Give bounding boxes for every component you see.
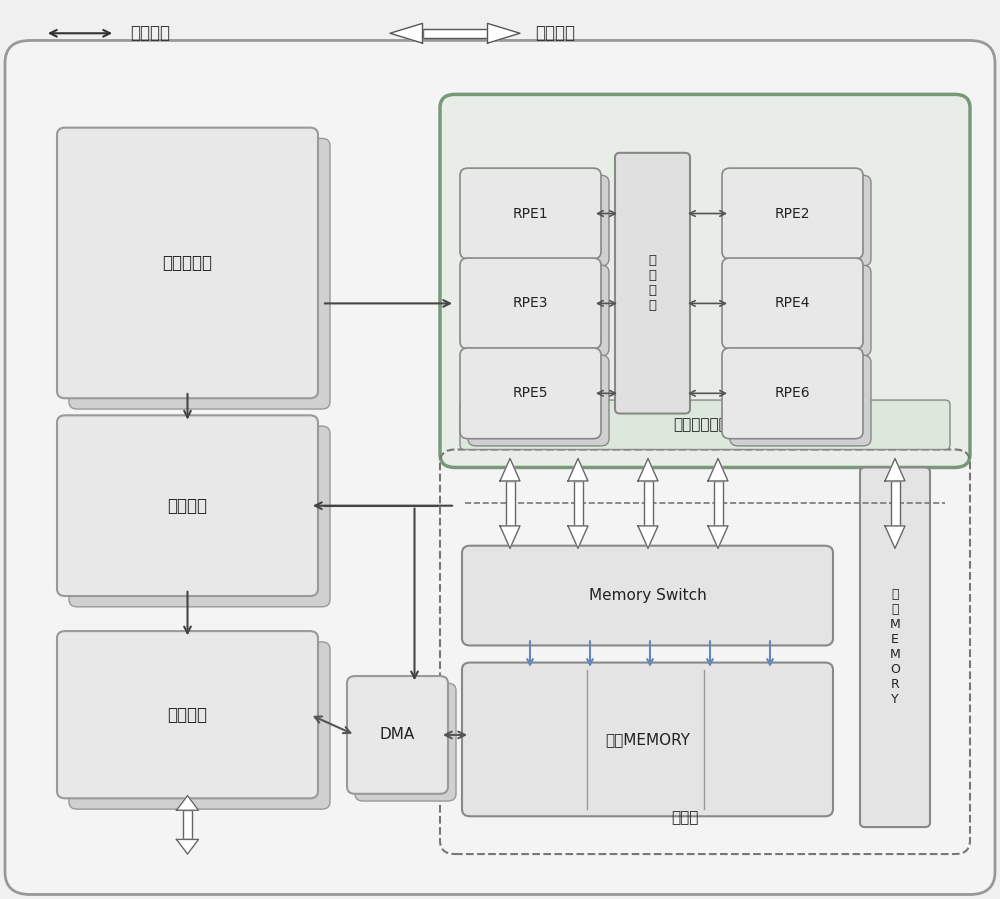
Polygon shape <box>176 796 198 810</box>
FancyBboxPatch shape <box>460 348 601 439</box>
FancyBboxPatch shape <box>69 426 330 607</box>
FancyBboxPatch shape <box>460 258 601 349</box>
FancyBboxPatch shape <box>69 138 330 409</box>
Text: RPE3: RPE3 <box>513 297 548 310</box>
Bar <box>574 481 582 526</box>
Bar <box>714 481 722 526</box>
Text: 数据MEMORY: 数据MEMORY <box>605 732 690 747</box>
Text: 系
数
M
E
M
O
R
Y: 系 数 M E M O R Y <box>890 588 900 707</box>
Text: 重构控制器: 重构控制器 <box>162 254 212 272</box>
Polygon shape <box>500 458 520 481</box>
FancyBboxPatch shape <box>347 676 448 794</box>
Polygon shape <box>885 526 905 548</box>
Polygon shape <box>708 458 728 481</box>
FancyBboxPatch shape <box>460 400 950 450</box>
FancyBboxPatch shape <box>730 265 871 356</box>
Text: 控制通路: 控制通路 <box>130 24 170 42</box>
Polygon shape <box>176 840 198 854</box>
FancyBboxPatch shape <box>468 175 609 266</box>
Polygon shape <box>638 458 658 481</box>
FancyBboxPatch shape <box>5 40 995 895</box>
FancyBboxPatch shape <box>462 546 833 645</box>
FancyBboxPatch shape <box>355 683 456 801</box>
FancyBboxPatch shape <box>57 128 318 398</box>
Polygon shape <box>500 526 520 548</box>
Polygon shape <box>488 23 520 43</box>
Text: RPE4: RPE4 <box>775 297 810 310</box>
Text: RPE1: RPE1 <box>513 207 548 220</box>
Bar <box>183 810 192 840</box>
Text: Memory Switch: Memory Switch <box>589 588 706 603</box>
Bar <box>422 29 488 38</box>
Bar <box>644 481 653 526</box>
FancyBboxPatch shape <box>722 168 863 259</box>
FancyBboxPatch shape <box>730 355 871 446</box>
FancyBboxPatch shape <box>468 265 609 356</box>
Text: RPE2: RPE2 <box>775 207 810 220</box>
Polygon shape <box>568 526 588 548</box>
FancyBboxPatch shape <box>722 258 863 349</box>
FancyBboxPatch shape <box>460 168 601 259</box>
Text: 存储器: 存储器 <box>671 811 699 825</box>
Text: 主控制器: 主控制器 <box>168 496 208 515</box>
Bar <box>506 481 515 526</box>
Text: 数据通路: 数据通路 <box>535 24 575 42</box>
Text: RPE5: RPE5 <box>513 387 548 400</box>
Text: 互
联
网
络: 互 联 网 络 <box>648 254 656 312</box>
Bar <box>891 481 900 526</box>
FancyBboxPatch shape <box>69 642 330 809</box>
FancyBboxPatch shape <box>57 415 318 596</box>
Text: 总线接口: 总线接口 <box>168 706 208 724</box>
FancyBboxPatch shape <box>615 153 690 414</box>
Polygon shape <box>390 23 422 43</box>
Text: 可重构计算阵列: 可重构计算阵列 <box>673 417 737 432</box>
FancyBboxPatch shape <box>468 355 609 446</box>
FancyBboxPatch shape <box>440 94 970 467</box>
Polygon shape <box>568 458 588 481</box>
FancyBboxPatch shape <box>860 467 930 827</box>
Text: DMA: DMA <box>380 727 415 743</box>
FancyBboxPatch shape <box>57 631 318 798</box>
FancyBboxPatch shape <box>722 348 863 439</box>
Text: RPE6: RPE6 <box>775 387 810 400</box>
FancyBboxPatch shape <box>462 663 833 816</box>
Polygon shape <box>638 526 658 548</box>
Polygon shape <box>885 458 905 481</box>
FancyBboxPatch shape <box>730 175 871 266</box>
Polygon shape <box>708 526 728 548</box>
